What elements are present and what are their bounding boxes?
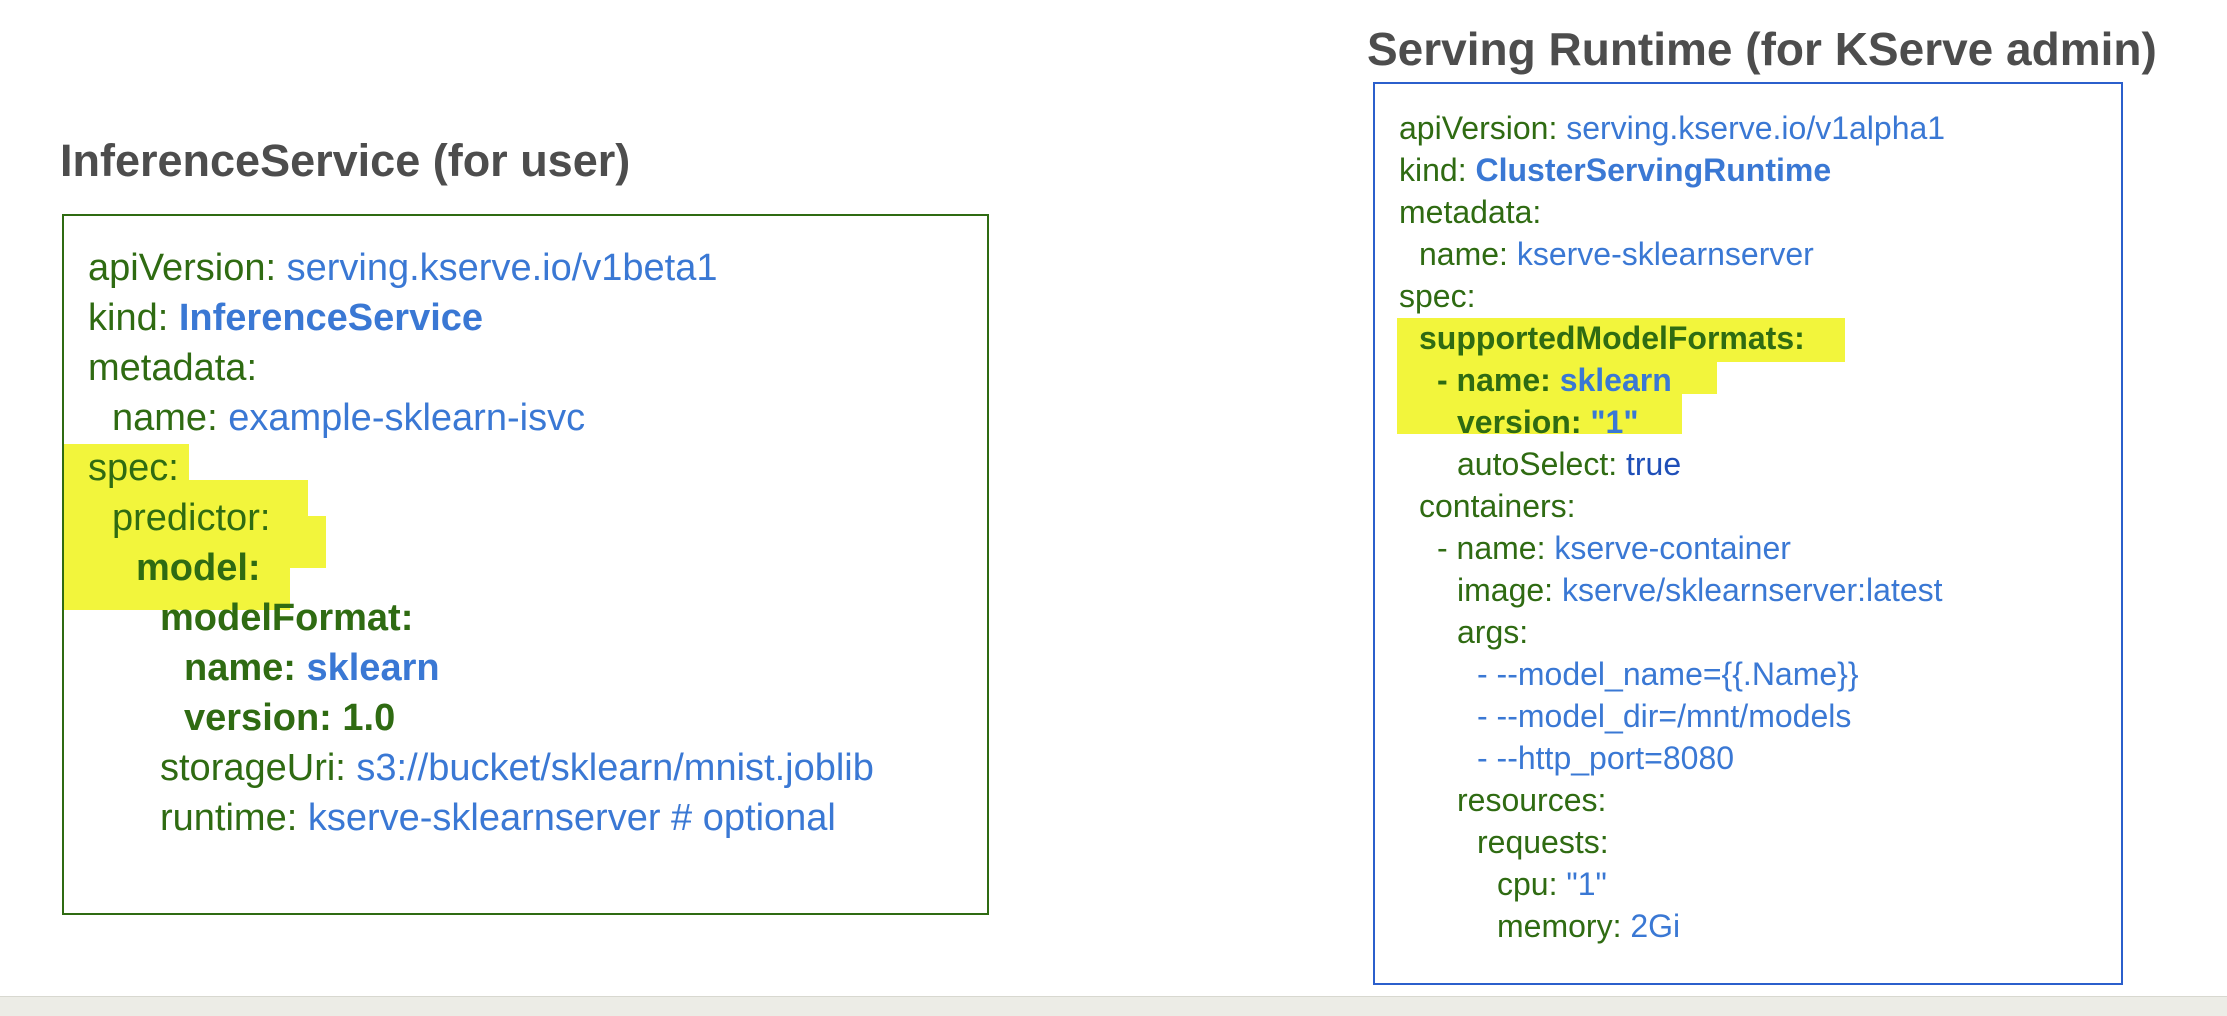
yaml-line-storage-uri: storageUri: s3://bucket/sklearn/mnist.jo…: [160, 747, 874, 789]
inference-service-yaml-box: apiVersion: serving.kserve.io/v1beta1 ki…: [62, 214, 989, 915]
runtime-line-kind: kind: ClusterServingRuntime: [1399, 152, 1832, 188]
yaml-line-name: name: example-sklearn-isvc: [112, 397, 586, 439]
yaml-line-predictor: predictor:: [112, 497, 271, 539]
highlight-runtime-format-name: [1397, 354, 1717, 394]
yaml-line-runtime: runtime: kserve-sklearnserver # optional: [160, 797, 836, 839]
yaml-line-format-version: version: 1.0: [184, 697, 396, 739]
serving-runtime-title: Serving Runtime (for KServe admin): [1367, 23, 2157, 75]
runtime-line-container-name: - name: kserve-container: [1437, 530, 1791, 566]
runtime-line-auto-select: autoSelect: true: [1457, 446, 1682, 482]
runtime-line-containers: containers:: [1419, 488, 1576, 524]
highlight-format-version: [64, 552, 290, 610]
runtime-line-supported-formats: supportedModelFormats:: [1419, 320, 1805, 356]
runtime-line-format-version: version: "1": [1457, 404, 1639, 440]
runtime-line-name: name: kserve-sklearnserver: [1419, 236, 1814, 272]
runtime-line-requests: requests:: [1477, 824, 1609, 860]
runtime-line-api-version: apiVersion: serving.kserve.io/v1alpha1: [1399, 110, 1946, 146]
runtime-line-memory: memory: 2Gi: [1497, 908, 1681, 944]
runtime-line-arg-1: - --model_name={{.Name}}: [1477, 656, 1859, 692]
yaml-line-format-name: name: sklearn: [184, 647, 440, 689]
runtime-line-format-name: - name: sklearn: [1437, 362, 1672, 398]
footer-bar: [0, 996, 2227, 1016]
runtime-line-cpu: cpu: "1": [1497, 866, 1607, 902]
yaml-line-api-version: apiVersion: serving.kserve.io/v1beta1: [88, 247, 718, 289]
runtime-line-resources: resources:: [1457, 782, 1607, 818]
yaml-line-spec: spec:: [88, 447, 179, 489]
inference-service-title: InferenceService (for user): [60, 135, 631, 186]
yaml-line-kind: kind: InferenceService: [88, 297, 484, 339]
serving-runtime-yaml-box: apiVersion: serving.kserve.io/v1alpha1 k…: [1373, 82, 2123, 985]
runtime-line-metadata: metadata:: [1399, 194, 1542, 230]
runtime-line-args: args:: [1457, 614, 1529, 650]
runtime-line-image: image: kserve/sklearnserver:latest: [1457, 572, 1943, 608]
yaml-line-metadata: metadata:: [88, 347, 258, 389]
yaml-line-model: model:: [136, 547, 261, 589]
runtime-line-arg-2: - --model_dir=/mnt/models: [1477, 698, 1852, 734]
runtime-line-arg-3: - --http_port=8080: [1477, 740, 1735, 776]
yaml-line-model-format: modelFormat:: [160, 597, 414, 639]
runtime-line-spec: spec:: [1399, 278, 1476, 314]
highlight-runtime-format-version: [1397, 388, 1682, 434]
